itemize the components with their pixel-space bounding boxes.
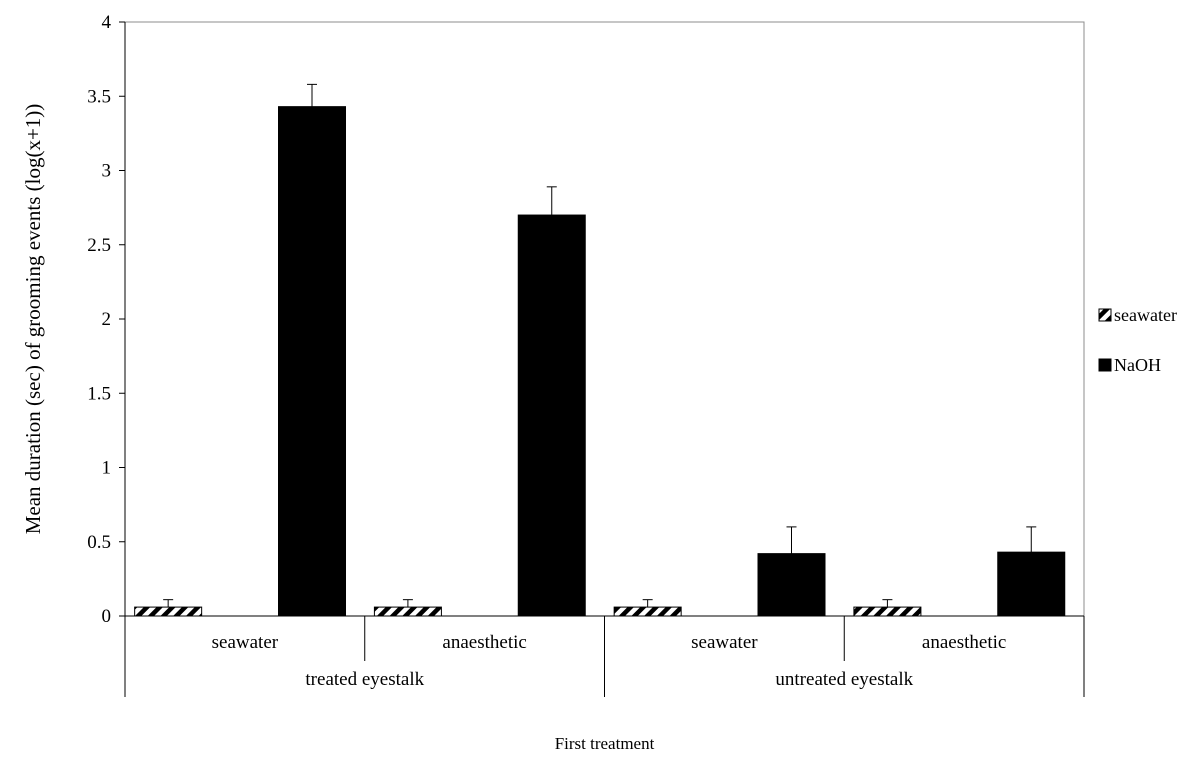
y-tick-label: 0: [102, 606, 112, 627]
y-tick-label: 2: [102, 309, 112, 330]
x-category-label: seawater: [691, 632, 758, 653]
x-category-label: seawater: [212, 632, 279, 653]
legend-label-naoh: NaOH: [1114, 355, 1161, 375]
labels: 0 0.5 1 1.5 2 2.5 3 3.5 4 seawater anaesthetic seaw…: [21, 12, 1006, 753]
bar-seawater-1: [373, 606, 442, 617]
plot-frame: [124, 21, 1085, 617]
y-tick-label: 3.5: [87, 86, 111, 107]
legend-swatch-naoh: [1098, 358, 1112, 372]
bar-naoh-3: [997, 551, 1066, 617]
bar-seawater-0: [134, 606, 203, 617]
bars: [134, 83, 1066, 617]
bar-naoh-1: [517, 214, 586, 617]
x-category-label: anaesthetic: [922, 632, 1006, 653]
x-group-label: untreated eyestalk: [775, 669, 913, 690]
x-axis-title: First treatment: [555, 734, 655, 753]
bar-seawater-2: [613, 606, 682, 617]
legend-label-seawater: seawater: [1114, 305, 1177, 325]
y-tick-label: 2.5: [87, 235, 111, 256]
y-tick-label: 1.5: [87, 383, 111, 404]
y-tick-label: 1: [102, 458, 112, 479]
y-tick-label: 0.5: [87, 532, 111, 553]
bar-naoh-0: [278, 106, 347, 617]
bar-naoh-2: [757, 553, 826, 617]
y-axis-label: Mean duration (sec) of grooming events (…: [21, 104, 45, 535]
y-tick-label: 4: [102, 12, 112, 33]
plot-area: [124, 21, 1085, 617]
x-category-label: anaesthetic: [442, 632, 526, 653]
bar-seawater-3: [853, 606, 922, 617]
legend-swatch-seawater: [1098, 308, 1112, 322]
y-tick-label: 3: [102, 161, 112, 182]
axes: [119, 21, 1085, 697]
x-group-label: treated eyestalk: [305, 669, 424, 690]
legend: seawater NaOH: [1098, 305, 1177, 375]
